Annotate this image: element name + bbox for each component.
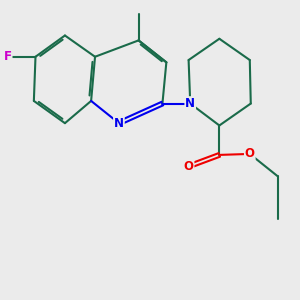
Text: O: O [245, 147, 255, 161]
Text: F: F [4, 50, 12, 63]
Text: N: N [185, 97, 195, 110]
Text: N: N [114, 117, 124, 130]
Text: O: O [184, 160, 194, 173]
